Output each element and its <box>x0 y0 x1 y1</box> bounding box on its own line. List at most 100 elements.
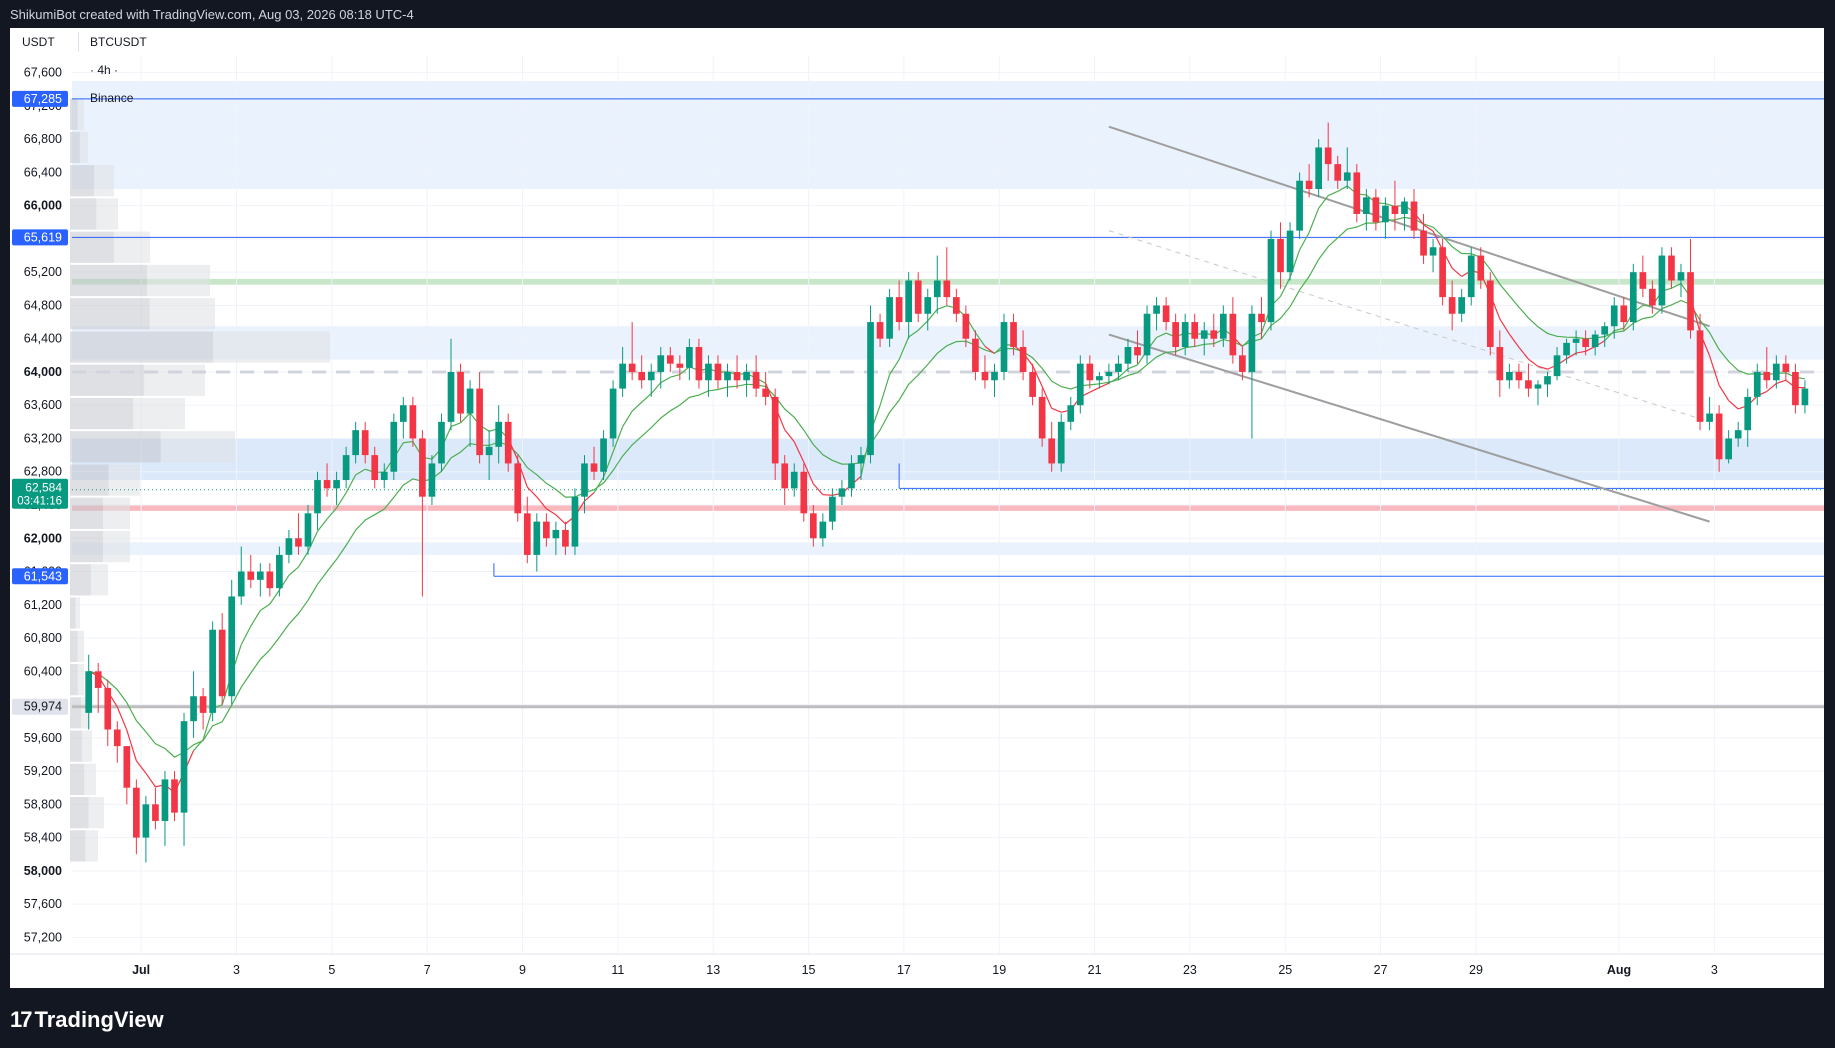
ema-fast-segment <box>631 401 643 412</box>
ema-fast-segment <box>259 603 271 612</box>
y-tick-label: 58,400 <box>24 831 62 845</box>
ema-fast-segment <box>650 382 662 394</box>
candle <box>256 563 264 597</box>
ema-fast-segment <box>1604 330 1615 342</box>
candle-body <box>1334 164 1342 181</box>
candle-body <box>1458 297 1466 314</box>
x-tick-label: 5 <box>328 963 335 977</box>
volume-profile-bar <box>160 431 235 463</box>
candle-body <box>533 521 541 555</box>
header-divider <box>78 32 79 52</box>
candle-body <box>867 322 874 456</box>
ema-fast-segment <box>1308 207 1320 233</box>
candle <box>1629 263 1637 331</box>
candle-body <box>609 388 617 439</box>
candle-body <box>485 446 493 456</box>
candle-body <box>285 538 293 555</box>
ema-fast-segment <box>1279 277 1291 297</box>
x-tick-label: 15 <box>802 963 816 977</box>
candle-body <box>733 371 741 381</box>
price-chart[interactable]: 57,200 57,600 58,000 58,400 58,800 59,200 59,6… <box>10 28 1824 988</box>
volume-profile-bar <box>103 530 130 563</box>
volume-profile-bar <box>114 231 150 263</box>
candle-body <box>1525 380 1532 389</box>
ema-fast-segment <box>116 706 128 731</box>
candle-body <box>1172 322 1179 348</box>
x-tick-label: 25 <box>1278 963 1292 977</box>
candle <box>838 480 846 505</box>
candle-body <box>848 463 855 489</box>
candle-body <box>1248 313 1256 372</box>
candle <box>1753 363 1761 406</box>
candle-body <box>409 405 417 439</box>
candle-body <box>1506 371 1513 381</box>
y-tick-label: 61,200 <box>24 598 62 612</box>
candle-body <box>180 721 188 813</box>
candle <box>829 488 836 530</box>
volume-profile-bar <box>70 597 76 629</box>
candle <box>1134 330 1141 364</box>
candle-body <box>686 347 693 368</box>
candle-body <box>809 513 817 539</box>
candle-body <box>1124 347 1132 364</box>
candle <box>1353 164 1361 223</box>
candle <box>543 513 550 547</box>
volume-profile-bar <box>88 797 104 829</box>
candle-body <box>1649 288 1656 306</box>
level-price-badge <box>12 229 68 246</box>
volume-profile-bar <box>75 597 80 629</box>
ema-fast-segment <box>602 451 614 478</box>
ema-fast-segment <box>555 514 566 525</box>
candle <box>419 430 426 597</box>
candle-body <box>1477 255 1485 281</box>
candle-body <box>371 455 379 481</box>
candle <box>590 446 598 481</box>
volume-profile-bar <box>70 131 80 164</box>
ema-fast-segment <box>297 551 309 568</box>
chart-frame[interactable]: 57,200 57,600 58,000 58,400 58,800 59,200 59,6… <box>10 28 1824 988</box>
candle <box>600 430 607 481</box>
candle <box>657 347 665 389</box>
candle-body <box>695 347 703 381</box>
candle <box>1315 139 1322 198</box>
candle-body <box>1296 180 1303 231</box>
candle <box>123 746 131 805</box>
footer: 17 TradingView <box>10 1000 164 1040</box>
candle-body <box>1010 322 1017 348</box>
ema-fast-segment <box>326 507 338 520</box>
candle-body <box>581 463 588 497</box>
channel-upper-line <box>1108 125 1710 328</box>
candle-body <box>1515 371 1523 381</box>
candle-body <box>466 388 474 414</box>
candle <box>762 371 769 406</box>
candle <box>1553 347 1561 381</box>
ema-fast-segment <box>1289 249 1301 278</box>
candle-body <box>1782 363 1790 372</box>
ema-fast-segment <box>145 772 156 788</box>
candle-body <box>504 421 512 464</box>
candle <box>1744 388 1752 447</box>
candle <box>638 355 646 389</box>
candle <box>247 554 255 589</box>
candle <box>924 288 932 331</box>
candle <box>857 446 865 481</box>
ema-fast-segment <box>193 739 204 751</box>
ema-fast-segment <box>1499 318 1510 335</box>
candle <box>1620 297 1628 331</box>
ema-fast-segment <box>460 412 471 424</box>
candle-body <box>905 280 913 323</box>
candle-body <box>953 297 960 314</box>
candle-body <box>142 804 150 838</box>
symbol-info[interactable]: BTCUSDT · 4h · Binance <box>90 35 147 105</box>
candle-body <box>981 371 989 381</box>
x-tick-label: 3 <box>233 963 240 977</box>
volume-profile-bar <box>70 231 114 263</box>
candle <box>943 247 951 306</box>
candle-body <box>1143 313 1151 356</box>
candle-body <box>781 463 789 489</box>
candle-body <box>838 488 846 497</box>
candle <box>1010 313 1017 356</box>
ema-fast-segment <box>1041 386 1053 409</box>
candle <box>1792 363 1799 414</box>
candle <box>104 679 112 747</box>
